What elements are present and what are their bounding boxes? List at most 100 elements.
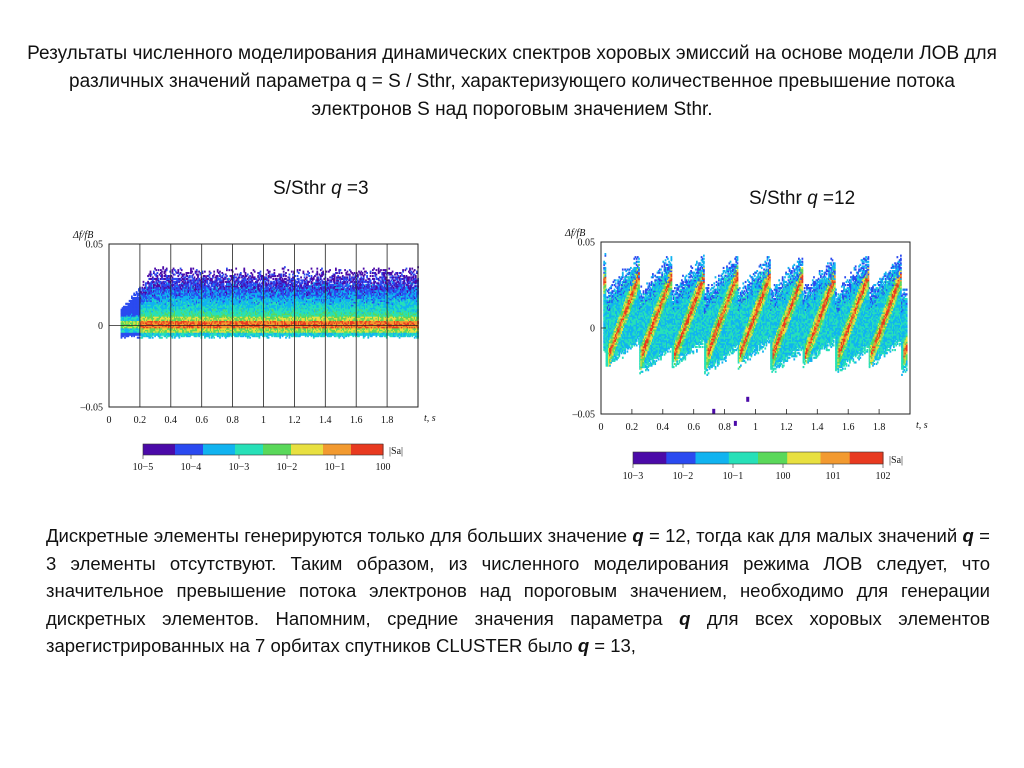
spectrogram-cell <box>202 327 205 330</box>
spectrogram-cell <box>222 291 225 294</box>
spectrogram-cell <box>209 332 212 335</box>
spectrogram-cell <box>221 288 224 291</box>
spectrogram-cell <box>135 304 138 307</box>
spectrogram-cell <box>144 304 147 307</box>
spectrogram-cell <box>176 333 178 336</box>
spectrogram-cell <box>141 329 144 332</box>
spectrogram-cell <box>249 282 251 285</box>
spectrogram-cell <box>267 313 270 316</box>
spectrogram-cell <box>192 326 195 329</box>
spectrogram-cell <box>258 314 261 317</box>
spectrogram-cell <box>229 283 232 286</box>
spectrogram-cell <box>251 307 254 310</box>
spectrogram-cell <box>166 276 169 279</box>
spectrogram-cell <box>180 292 183 295</box>
spectrogram-cell <box>205 327 207 330</box>
spectrogram-cell <box>267 295 270 298</box>
spectrogram-cell <box>223 329 226 332</box>
spectrogram-cell <box>192 320 195 323</box>
spectrogram-cell <box>253 314 256 317</box>
spectrogram-cell <box>191 294 194 297</box>
spectrogram-cell <box>201 292 204 295</box>
spectrogram-cell <box>220 279 222 282</box>
spectrogram-cell <box>129 327 132 330</box>
spectrogram-cell <box>169 307 172 310</box>
spectrogram-cell <box>223 316 226 319</box>
spectrogram-cell <box>207 313 210 316</box>
spectrogram-cell <box>147 305 149 308</box>
spectrogram-cell <box>220 302 222 305</box>
spectrogram-cell <box>170 310 173 313</box>
spectrogram-cell <box>264 301 267 304</box>
spectrogram-cell <box>127 311 130 314</box>
spectrogram-cell <box>156 291 159 294</box>
spectrogram-cell <box>258 298 261 301</box>
spectrogram-cell <box>246 304 249 307</box>
spectrogram-cell <box>212 307 214 310</box>
spectrogram-cell <box>191 286 194 289</box>
spectrogram-cell <box>127 317 130 320</box>
spectrogram-cell <box>244 291 247 294</box>
spectrogram-cell <box>136 310 139 313</box>
spectrogram-cell <box>183 317 185 320</box>
spectrogram-cell <box>236 277 239 280</box>
spectrogram-cell <box>204 304 206 307</box>
spectrogram-cell <box>209 279 212 282</box>
spectrogram-cell <box>259 301 262 304</box>
spectrogram-cell <box>199 327 202 330</box>
spectrogram-cell <box>185 305 188 308</box>
spectrogram-cell <box>182 286 184 289</box>
spectrogram-cell <box>243 267 246 270</box>
spectrogram-cell <box>150 317 153 320</box>
spectrogram-cell <box>258 304 261 307</box>
spectrogram-cell <box>245 329 248 332</box>
spectrogram-cell <box>149 283 152 286</box>
spectrogram-cell <box>214 291 217 294</box>
spectrogram-cell <box>215 292 218 295</box>
spectrogram-cell <box>132 314 134 317</box>
spectrogram-cell <box>219 304 221 307</box>
spectrogram-cell <box>241 297 243 300</box>
spectrogram-cell <box>244 292 247 295</box>
spectrogram-cell <box>268 275 271 278</box>
spectrogram-cell <box>187 321 190 324</box>
spectrogram-cell <box>209 321 212 324</box>
spectrogram-cell <box>158 317 161 320</box>
spectrogram-cell <box>271 329 273 332</box>
spectrogram-cell <box>183 291 185 294</box>
spectrogram-cell <box>176 321 178 324</box>
spectrogram-cell <box>258 321 261 324</box>
spectrogram-cell <box>168 317 170 320</box>
spectrogram-cell <box>190 267 192 270</box>
spectrogram-cell <box>250 277 253 280</box>
spectrogram-cell <box>168 294 170 297</box>
spectrogram-cell <box>246 336 249 339</box>
spectrogram-cell <box>255 295 257 298</box>
spectrogram-cell <box>160 286 162 289</box>
spectrogram-cell <box>227 308 229 311</box>
spectrogram-cell <box>169 308 172 311</box>
spectrogram-cell <box>153 298 155 301</box>
spectrogram-cell <box>165 310 168 313</box>
spectrogram-cell <box>243 299 246 302</box>
spectrogram-cell <box>186 329 189 332</box>
spectrogram-cell <box>236 311 239 314</box>
spectrogram-cell <box>206 280 209 283</box>
spectrogram-cell <box>253 321 256 324</box>
spectrogram-cell <box>258 329 261 332</box>
spectrogram-cell <box>221 313 224 316</box>
spectrogram-cell <box>191 292 194 295</box>
spectrogram-cell <box>138 305 140 308</box>
spectrogram-cell <box>208 310 211 313</box>
spectrogram-cell <box>259 310 262 313</box>
spectrogram-cell <box>248 304 250 307</box>
spectrogram-cell <box>214 329 217 332</box>
spectrogram-cell <box>217 321 220 324</box>
spectrogram-cell <box>153 305 155 308</box>
spectrogram-cell <box>233 305 235 308</box>
spectrogram-cell <box>173 317 176 320</box>
spectrogram-cell <box>246 314 249 317</box>
spectrogram-cell <box>237 279 240 282</box>
spectrogram-cell <box>219 294 221 297</box>
spectrogram-cell <box>149 332 152 335</box>
